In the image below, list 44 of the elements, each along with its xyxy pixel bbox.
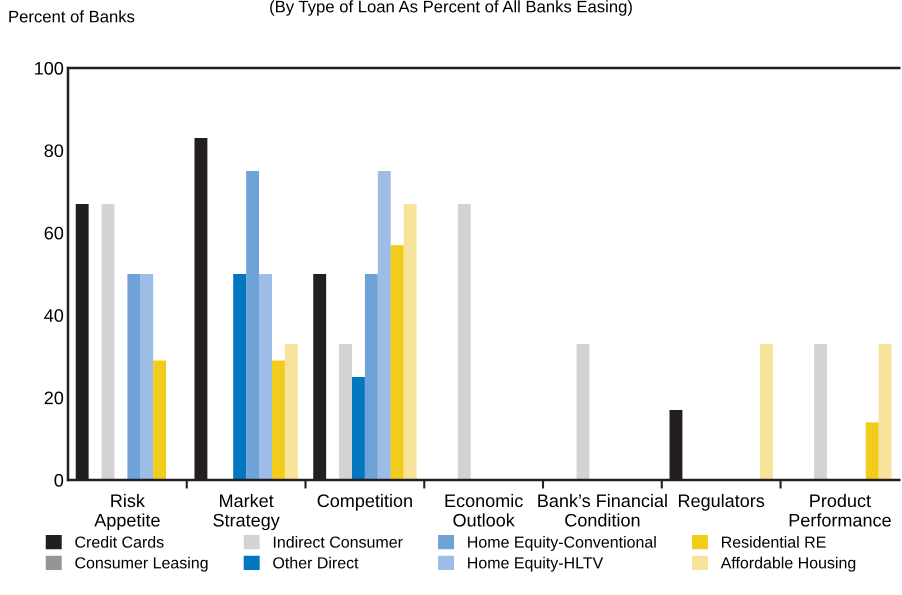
- bar: [153, 360, 166, 480]
- legend-label: Home Equity-HLTV: [468, 556, 604, 572]
- legend-label: Consumer Leasing: [75, 556, 208, 572]
- x-tick-label: Competition: [318, 494, 412, 511]
- x-tick-label: Market Strategy: [213, 494, 280, 530]
- bar: [102, 204, 114, 480]
- y-tick-label: 20: [44, 392, 64, 404]
- x-tick-label: Product Performance: [790, 494, 891, 527]
- bar: [760, 344, 773, 480]
- y-tick-label: 100: [35, 62, 64, 75]
- x-tick-label: Bank’s Financial Condition: [538, 494, 667, 527]
- bar: [272, 360, 285, 480]
- bar: [458, 204, 471, 480]
- legend-label: Residential RE: [722, 536, 826, 548]
- legend-label: Other Direct: [273, 556, 358, 568]
- chart-subtitle: (By Type of Loan As Percent of All Banks Easing): [270, 0, 632, 16]
- x-tick-label: Regulators: [678, 494, 764, 511]
- y-tick-label: 40: [44, 309, 64, 322]
- y-axis-title: Percent of Banks: [9, 10, 134, 22]
- bar: [259, 274, 272, 480]
- legend-label: Credit Cards: [75, 536, 164, 548]
- bar: [339, 344, 352, 480]
- bar: [878, 344, 892, 480]
- bar: [233, 274, 246, 480]
- bar: [352, 377, 365, 480]
- bar: [364, 274, 378, 480]
- x-tick-label: Risk Appetite: [94, 494, 160, 530]
- y-tick-label: 60: [44, 226, 64, 240]
- legend-label: Indirect Consumer: [274, 536, 403, 548]
- legend-label: Home Equity-Conventional: [468, 536, 656, 551]
- y-tick-label: 80: [44, 144, 64, 158]
- bar: [866, 422, 879, 480]
- bar: [404, 204, 417, 480]
- bar: [246, 171, 260, 480]
- bar: [140, 274, 154, 480]
- bar: [390, 245, 404, 480]
- bar: [284, 344, 298, 480]
- x-tick-label: Economic Outlook: [445, 494, 523, 527]
- bar: [127, 274, 140, 480]
- bar: [576, 344, 590, 480]
- bar: [814, 344, 827, 480]
- y-tick-label: 0: [54, 474, 64, 487]
- legend-label: Affordable Housing: [720, 556, 856, 572]
- bar: [378, 171, 391, 480]
